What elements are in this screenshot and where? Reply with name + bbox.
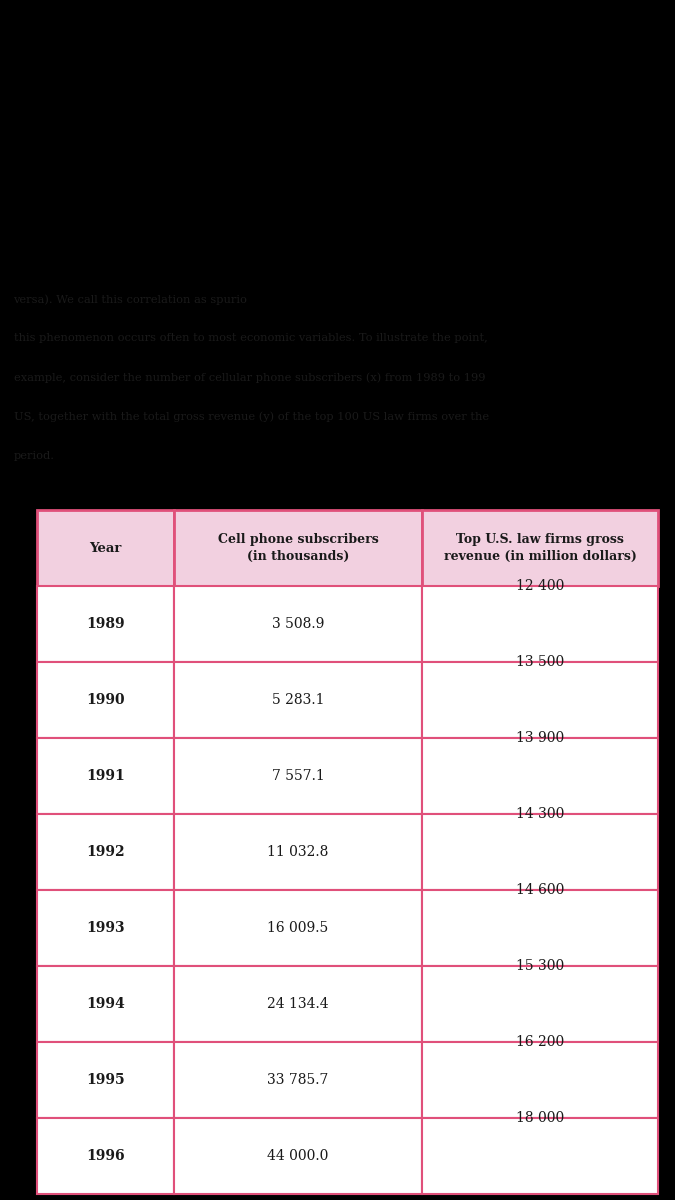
Text: 13 900: 13 900 xyxy=(516,731,564,745)
Bar xyxy=(173,814,422,890)
Bar xyxy=(173,738,422,814)
Bar xyxy=(422,662,658,738)
Text: 1995: 1995 xyxy=(86,1073,125,1087)
Text: 11 032.8: 11 032.8 xyxy=(267,845,329,859)
Text: 1991: 1991 xyxy=(86,769,125,782)
Bar xyxy=(422,510,658,586)
Bar xyxy=(422,966,658,1042)
Bar xyxy=(422,738,658,814)
Text: 1993: 1993 xyxy=(86,922,125,935)
Text: 5 283.1: 5 283.1 xyxy=(272,692,324,707)
Bar xyxy=(37,1042,173,1118)
Bar xyxy=(37,1118,173,1194)
Text: period.: period. xyxy=(14,451,55,461)
Text: 14 600: 14 600 xyxy=(516,883,564,898)
Bar xyxy=(173,1042,422,1118)
Bar xyxy=(422,1042,658,1118)
Bar xyxy=(37,510,173,586)
Text: 24 134.4: 24 134.4 xyxy=(267,997,329,1010)
Text: 13 500: 13 500 xyxy=(516,655,564,670)
Text: this phenomenon occurs often to most economic variables. To illustrate the point: this phenomenon occurs often to most eco… xyxy=(14,334,487,343)
Text: 12 400: 12 400 xyxy=(516,578,564,593)
Text: Cell phone subscribers
(in thousands): Cell phone subscribers (in thousands) xyxy=(217,533,378,563)
Bar xyxy=(37,662,173,738)
Bar xyxy=(37,814,173,890)
Bar xyxy=(422,890,658,966)
Text: example, consider the number of cellular phone subscribers (x) from 1989 to 199: example, consider the number of cellular… xyxy=(14,372,485,383)
Text: 1990: 1990 xyxy=(86,692,125,707)
Bar xyxy=(422,586,658,662)
Bar xyxy=(173,1118,422,1194)
Bar xyxy=(422,814,658,890)
Text: US, together with the total gross revenue (y) of the top 100 US law firms over t: US, together with the total gross revenu… xyxy=(14,412,489,422)
Text: 1996: 1996 xyxy=(86,1150,125,1163)
Text: Year: Year xyxy=(89,541,122,554)
Bar xyxy=(173,586,422,662)
Bar xyxy=(37,738,173,814)
Text: 18 000: 18 000 xyxy=(516,1111,564,1126)
Text: 1989: 1989 xyxy=(86,617,125,631)
Bar xyxy=(37,586,173,662)
Bar xyxy=(37,890,173,966)
Text: versa). We call this correlation as spurio: versa). We call this correlation as spur… xyxy=(14,294,247,305)
Text: Top U.S. law firms gross
revenue (in million dollars): Top U.S. law firms gross revenue (in mil… xyxy=(443,533,637,563)
Text: 3 508.9: 3 508.9 xyxy=(272,617,324,631)
Text: 15 300: 15 300 xyxy=(516,959,564,973)
Text: 16 200: 16 200 xyxy=(516,1034,564,1049)
Bar xyxy=(173,662,422,738)
Text: 14 300: 14 300 xyxy=(516,806,564,821)
Bar xyxy=(422,1118,658,1194)
Text: 33 785.7: 33 785.7 xyxy=(267,1073,329,1087)
Bar xyxy=(173,510,422,586)
Text: 1992: 1992 xyxy=(86,845,125,859)
Bar xyxy=(173,966,422,1042)
Text: 7 557.1: 7 557.1 xyxy=(271,769,324,782)
Text: 16 009.5: 16 009.5 xyxy=(267,922,329,935)
Bar xyxy=(37,966,173,1042)
Text: 44 000.0: 44 000.0 xyxy=(267,1150,329,1163)
Text: 1994: 1994 xyxy=(86,997,125,1010)
Bar xyxy=(173,890,422,966)
